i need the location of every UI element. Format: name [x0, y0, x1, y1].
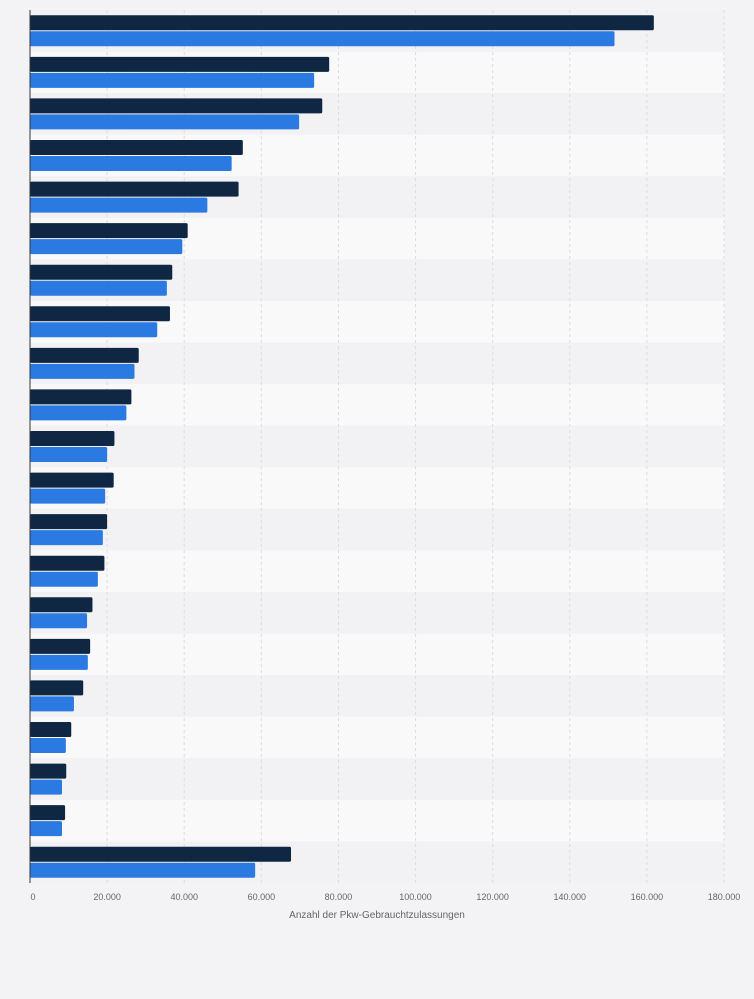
bar-series-1[interactable] [30, 98, 323, 114]
bar-series-2[interactable] [30, 447, 108, 462]
bar-series-1[interactable] [30, 15, 654, 31]
bar-series-1[interactable] [30, 389, 132, 405]
x-tick-label: 100.000 [399, 892, 432, 902]
bar-series-2[interactable] [30, 280, 167, 296]
x-tick-label: 20.000 [93, 892, 121, 902]
bar-series-1[interactable] [30, 805, 66, 821]
x-tick-label: 160.000 [631, 892, 664, 902]
bar-series-1[interactable] [30, 264, 173, 280]
row-band [30, 467, 724, 509]
bar-series-2[interactable] [30, 613, 88, 629]
bar-series-2[interactable] [30, 31, 615, 47]
row-band [30, 716, 724, 759]
bar-series-1[interactable] [30, 680, 84, 696]
bar-series-2[interactable] [30, 779, 63, 795]
row-band [30, 633, 724, 676]
bar-series-2[interactable] [30, 239, 183, 255]
bar-series-2[interactable] [30, 821, 63, 837]
bar-series-1[interactable] [30, 347, 139, 363]
row-band [30, 508, 724, 551]
bar-series-2[interactable] [30, 322, 158, 338]
row-band [30, 799, 724, 842]
bar-series-1[interactable] [30, 555, 105, 571]
x-tick-label: 180.000 [708, 892, 741, 902]
grid-lines [106, 10, 725, 883]
bar-series-2[interactable] [30, 862, 256, 878]
bar-series-2[interactable] [30, 738, 66, 753]
bar-series-1[interactable] [30, 472, 114, 488]
x-tick-label: 140.000 [554, 892, 587, 902]
x-tick-label: 40.000 [170, 892, 198, 902]
bar-series-1[interactable] [30, 140, 243, 155]
row-band [30, 592, 724, 634]
bar-series-1[interactable] [30, 514, 108, 530]
bar-series-1[interactable] [30, 306, 170, 322]
bar-series-1[interactable] [30, 597, 93, 613]
bar-series-2[interactable] [30, 156, 232, 171]
row-band [30, 425, 724, 468]
bar-series-1[interactable] [30, 722, 72, 737]
row-band [30, 675, 724, 717]
x-axis-tick-labels: 0 20.000 40.000 60.000 80.000 100.000 120.000 1… [30, 892, 740, 902]
x-axis-title: Anzahl der Pkw-Gebrauchtzulassungen [289, 910, 465, 921]
bar-series-2[interactable] [30, 488, 106, 504]
row-band [30, 342, 724, 385]
bar-series-2[interactable] [30, 72, 315, 88]
row-band [30, 758, 724, 800]
bar-series-1[interactable] [30, 763, 67, 779]
bar-series-2[interactable] [30, 654, 88, 670]
bar-series-2[interactable] [30, 530, 103, 546]
bars [30, 15, 654, 878]
row-band [30, 550, 724, 592]
bar-series-2[interactable] [30, 696, 74, 712]
bar-series-2[interactable] [30, 114, 300, 130]
bar-series-1[interactable] [30, 56, 330, 72]
bar-series-1[interactable] [30, 181, 239, 197]
bar-series-1[interactable] [30, 638, 91, 654]
bar-series-1[interactable] [30, 223, 188, 239]
bar-series-2[interactable] [30, 571, 98, 587]
bar-series-2[interactable] [30, 363, 135, 379]
x-tick-label: 60.000 [248, 892, 276, 902]
bar-series-1[interactable] [30, 431, 115, 446]
bar-series-1[interactable] [30, 846, 292, 862]
row-band [30, 384, 724, 426]
x-tick-label: 0 [30, 892, 35, 902]
bar-series-2[interactable] [30, 405, 127, 421]
x-tick-label: 80.000 [325, 892, 353, 902]
bar-series-2[interactable] [30, 197, 208, 213]
x-tick-label: 120.000 [476, 892, 509, 902]
